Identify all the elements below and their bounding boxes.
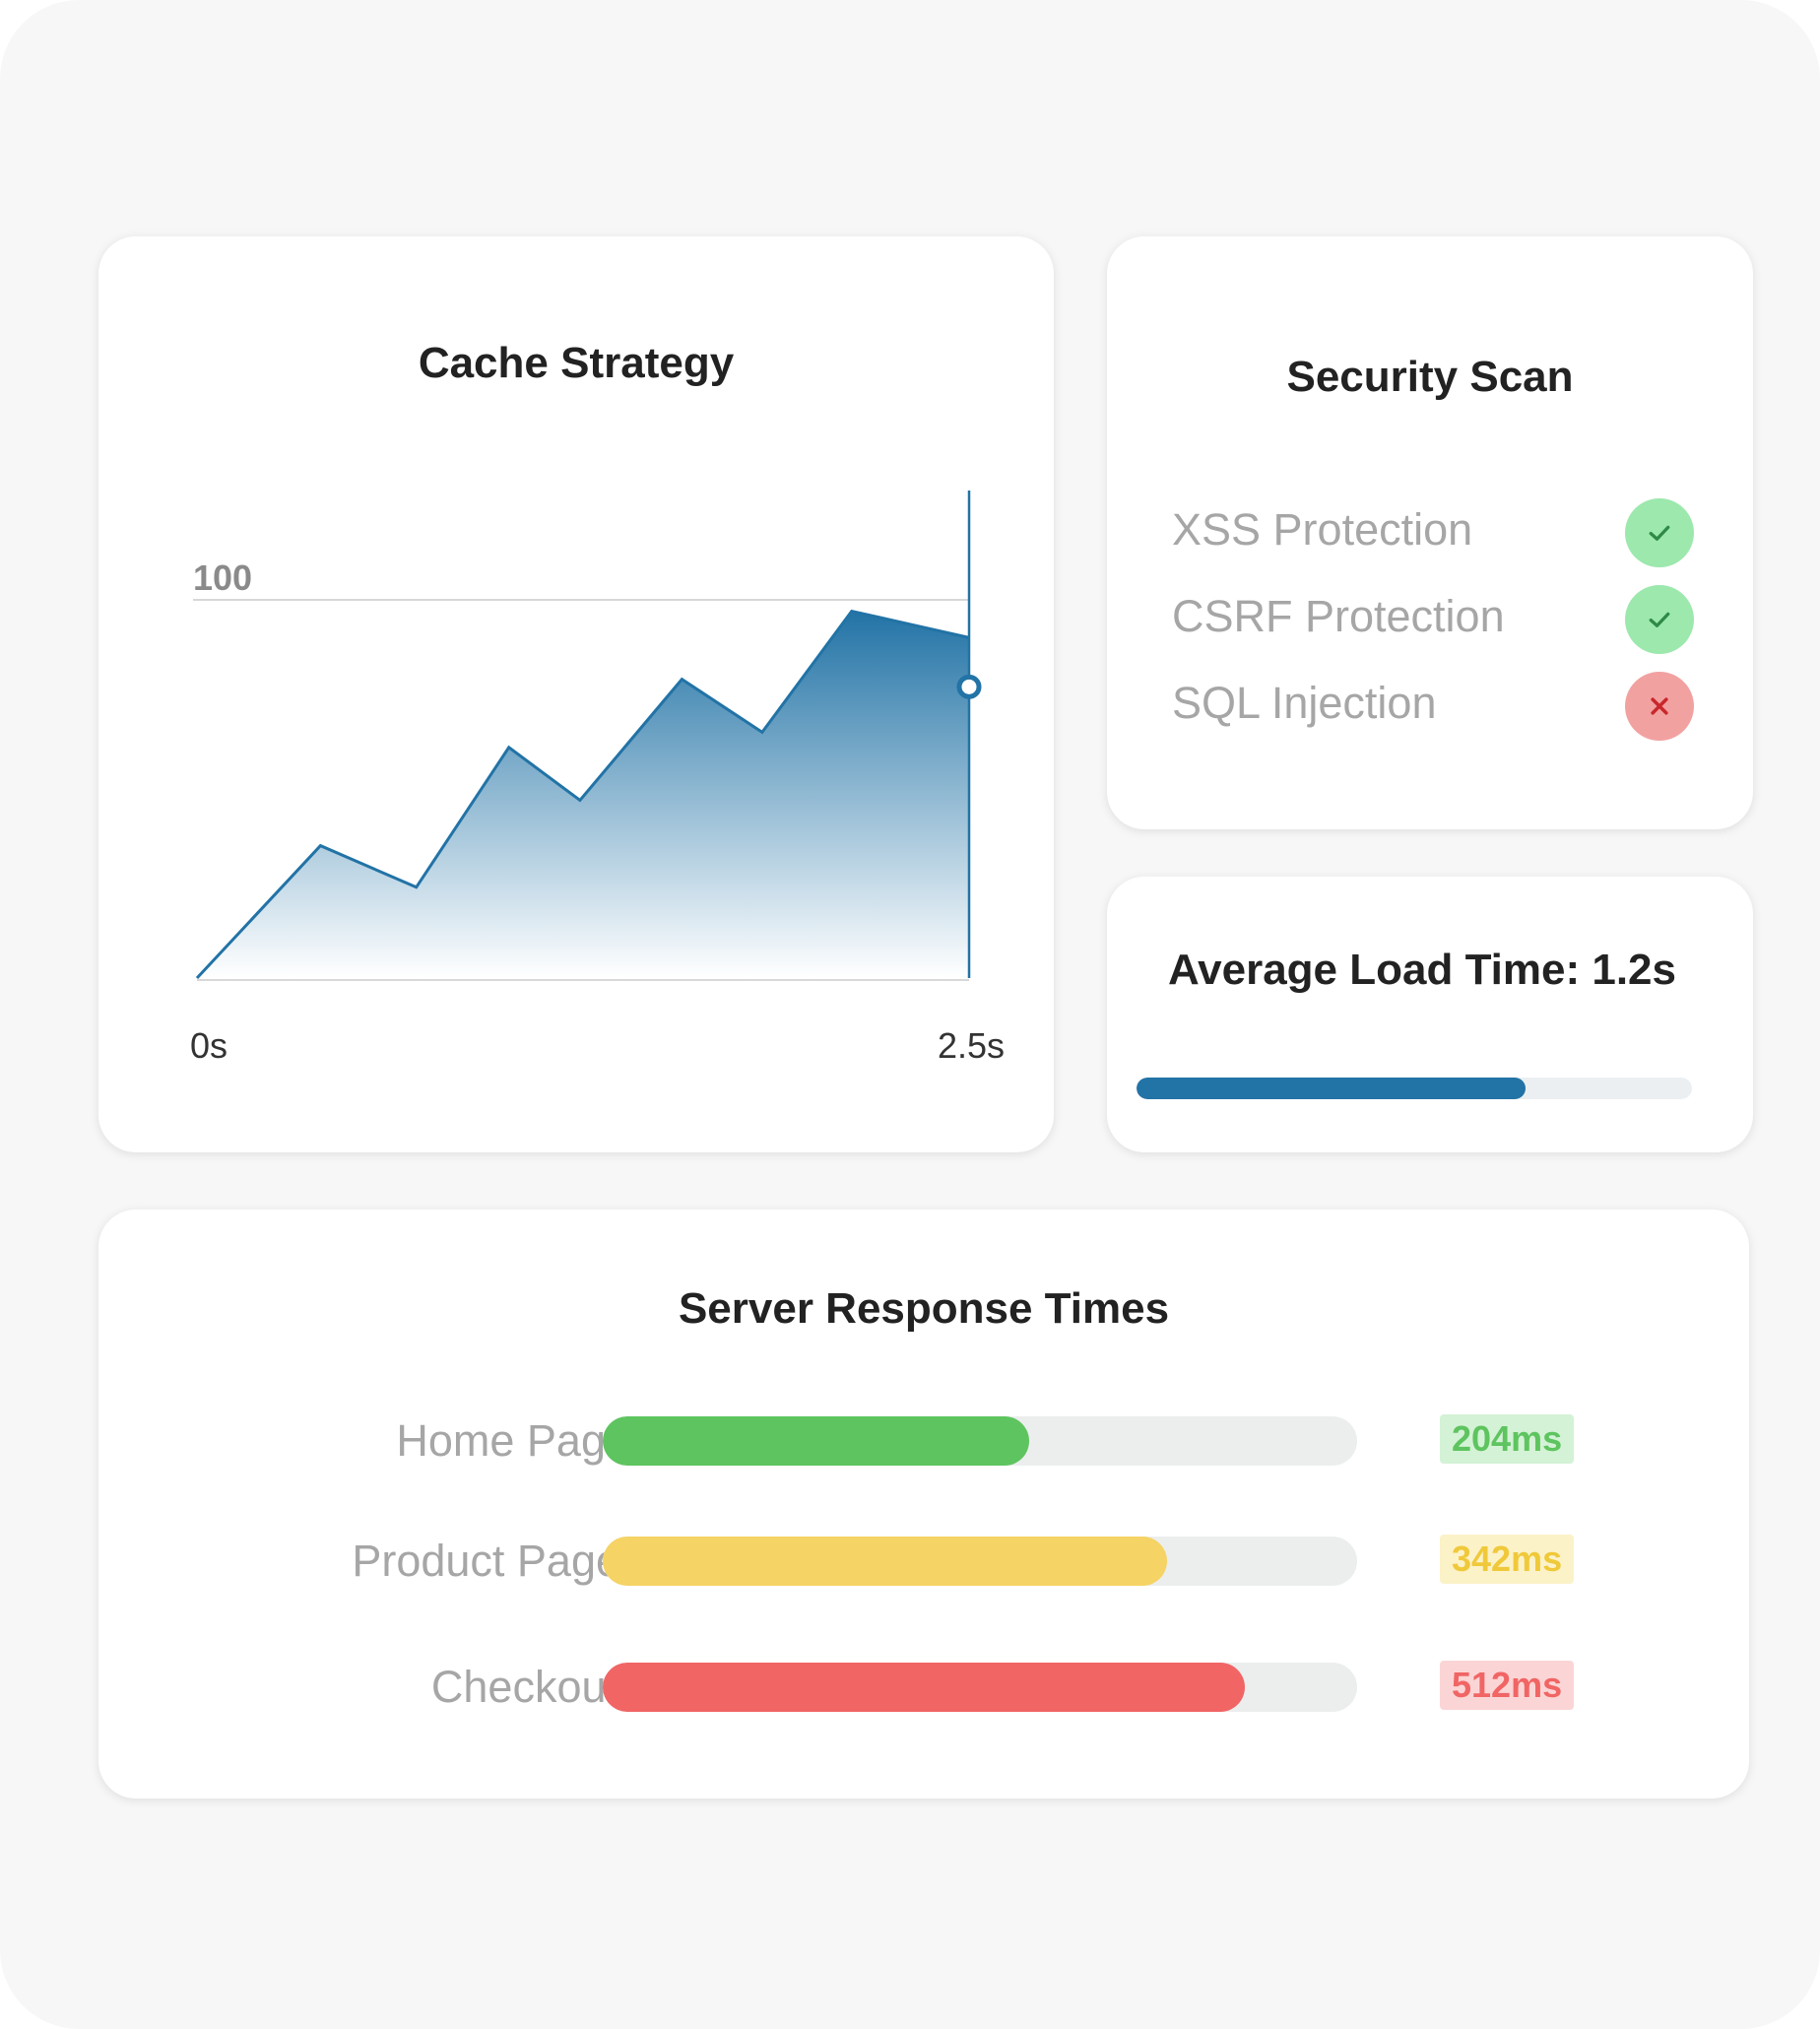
cursor-marker — [956, 674, 982, 699]
average-load-time-title: Average Load Time: 1.2s — [1168, 946, 1676, 994]
load-progress-bar — [1137, 1078, 1692, 1099]
cache-strategy-chart: 100 0s 2.5s — [190, 491, 1005, 1066]
server-row-label: Home Page — [396, 1415, 630, 1466]
series-area-fill — [197, 611, 969, 978]
average-load-time-card: Average Load Time: 1.2s — [1107, 877, 1753, 1152]
load-progress-fill — [1137, 1078, 1526, 1099]
server-row-checkout: Checkout 512ms — [98, 1661, 1749, 1712]
scan-label: CSRF Protection — [1172, 591, 1505, 641]
security-scan-card: Security Scan XSS Protection CSRF Protec… — [1107, 236, 1753, 829]
response-bar-fill — [603, 1537, 1167, 1586]
response-bar-fill — [603, 1416, 1029, 1466]
server-row-home-page: Home Page 204ms — [98, 1414, 1749, 1466]
scan-row-csrf: CSRF Protection — [1172, 585, 1694, 654]
scan-label: XSS Protection — [1172, 504, 1473, 555]
x-tick-label: 2.5s — [938, 1025, 1005, 1066]
server-row-label: Product Page — [352, 1536, 620, 1586]
server-response-times-card: Server Response Times Home Page 204ms Pr… — [98, 1210, 1749, 1799]
cache-strategy-card: Cache Strategy 100 0s 2.5s — [98, 236, 1054, 1152]
check-icon — [1625, 585, 1694, 654]
response-bar — [603, 1537, 1357, 1586]
response-bar — [603, 1663, 1357, 1712]
server-row-product-page: Product Page 342ms — [98, 1535, 1749, 1586]
response-time-badge: 204ms — [1440, 1414, 1575, 1464]
x-tick-label: 0s — [190, 1025, 228, 1066]
x-icon — [1625, 672, 1694, 741]
scan-row-sql: SQL Injection — [1172, 672, 1694, 741]
response-time-badge: 512ms — [1440, 1661, 1575, 1710]
y-tick-label: 100 — [193, 557, 252, 598]
scan-row-xss: XSS Protection — [1172, 498, 1694, 567]
security-scan-title: Security Scan — [1286, 353, 1574, 401]
server-row-label: Checkout — [430, 1662, 618, 1712]
scan-label: SQL Injection — [1172, 678, 1437, 728]
response-time-badge: 342ms — [1440, 1535, 1575, 1584]
response-bar-fill — [603, 1663, 1245, 1712]
check-icon — [1625, 498, 1694, 567]
server-response-times-title: Server Response Times — [678, 1284, 1170, 1333]
cache-strategy-title: Cache Strategy — [418, 339, 735, 387]
response-bar — [603, 1416, 1357, 1466]
